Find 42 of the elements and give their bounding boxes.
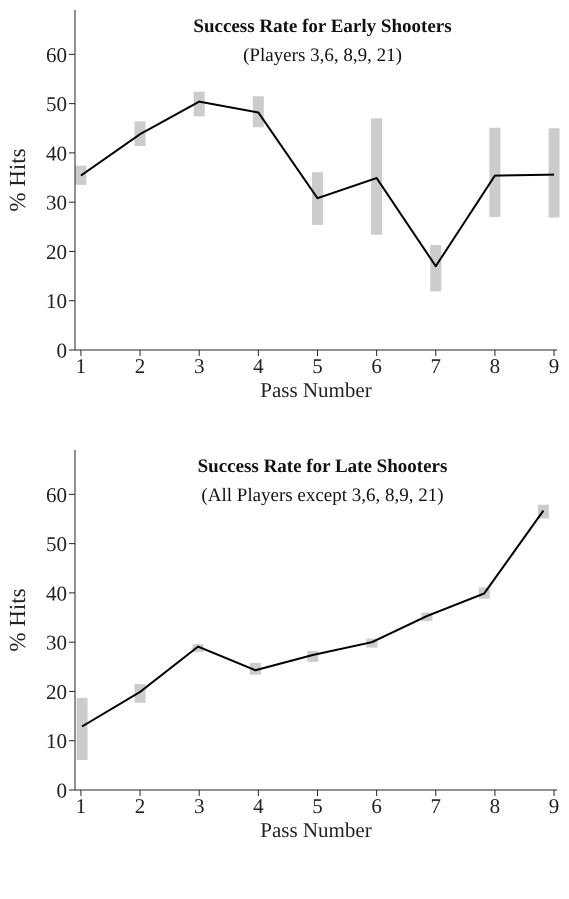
line-series (80, 100, 556, 268)
y-tick-label: 30 (46, 630, 67, 655)
y-tick-label: 10 (46, 729, 67, 754)
y-tick-label: 10 (46, 289, 67, 314)
y-tick-label: 20 (46, 240, 67, 264)
x-axis-title: Pass Number (260, 818, 372, 842)
y-tick-label: 20 (46, 680, 67, 704)
x-tick-label: 7 (430, 794, 442, 818)
x-tick-label: 6 (371, 354, 382, 378)
y-tick-label: 60 (46, 42, 67, 67)
x-tick-label: 2 (134, 354, 146, 378)
x-tick-label: 6 (371, 794, 382, 818)
y-axis-title: % Hits (5, 588, 30, 652)
x-tick-label: 9 (548, 354, 560, 378)
x-tick-label: 7 (430, 354, 442, 378)
y-axis-title: % Hits (5, 148, 30, 212)
x-tick-label: 1 (76, 794, 86, 818)
x-tick-label: 8 (490, 354, 500, 378)
x-tick-label: 3 (194, 354, 204, 378)
x-tick-label: 4 (253, 794, 264, 818)
y-tick-label: 50 (46, 92, 67, 116)
x-tick-label: 8 (490, 794, 500, 818)
x-tick-label: 2 (134, 794, 146, 818)
x-tick-label: 4 (253, 354, 264, 378)
y-tick-label: 0 (56, 778, 67, 802)
y-tick-label: 40 (46, 141, 67, 166)
x-tick-label: 1 (76, 354, 86, 378)
text: (Players 3,6, 8,9, 21) (242, 44, 403, 68)
y-tick-label: 40 (46, 581, 67, 606)
line-series (81, 510, 544, 728)
x-axis-title: Pass Number (260, 378, 372, 402)
x-tick-label: 3 (194, 794, 204, 818)
chart-title: Success Rate for Late Shooters (196, 455, 448, 479)
chart-title: Success Rate for Early Shooters (192, 15, 453, 39)
y-tick-label: 50 (46, 532, 67, 556)
y-tick-label: 30 (46, 190, 67, 215)
text: (All Players except 3,6, 8,9, 21) (200, 484, 445, 508)
x-tick-label: 9 (548, 794, 560, 818)
y-tick-label: 60 (46, 482, 67, 507)
x-tick-label: 5 (312, 354, 323, 378)
y-tick-label: 0 (56, 338, 67, 362)
x-tick-label: 5 (312, 794, 323, 818)
